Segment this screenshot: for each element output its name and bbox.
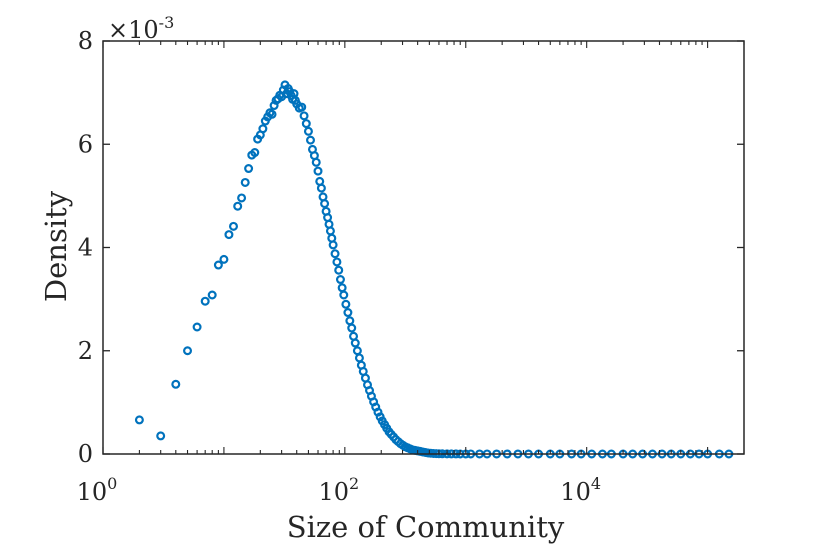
data-point: [306, 135, 316, 145]
data-point: [301, 119, 311, 129]
y-axis-label: Density: [39, 190, 73, 302]
data-point: [339, 290, 349, 300]
x-axis: 100 102 104: [77, 41, 745, 506]
data-point: [341, 299, 351, 309]
data-point: [328, 240, 338, 250]
data-point: [345, 316, 355, 326]
data-point: [240, 177, 250, 187]
data-point: [192, 322, 202, 332]
y-multiplier-exponent: -3: [159, 13, 175, 32]
y-tick-label: 0: [78, 440, 93, 468]
data-point: [352, 346, 362, 356]
data-point: [311, 157, 321, 167]
y-multiplier-base: ×10: [108, 16, 159, 44]
data-point: [171, 379, 181, 389]
data-point: [213, 260, 223, 270]
data-point: [320, 199, 330, 209]
data-point: [347, 323, 357, 333]
data-point: [330, 249, 340, 259]
y-multiplier-label: ×10-3: [108, 13, 174, 44]
data-point: [228, 221, 238, 231]
data-point: [258, 124, 268, 134]
data-point: [343, 308, 353, 318]
data-point: [134, 415, 144, 425]
data-point: [332, 257, 342, 267]
x-tick-label: 100: [77, 474, 118, 506]
y-tick-label: 2: [78, 337, 93, 365]
data-point: [233, 201, 243, 211]
data-point: [200, 296, 210, 306]
data-point: [334, 265, 344, 275]
data-point: [354, 353, 364, 363]
data-point: [285, 87, 295, 97]
data-point: [237, 193, 247, 203]
data-point: [207, 290, 217, 300]
x-tick-label: 102: [318, 474, 359, 506]
data-point: [219, 254, 229, 264]
data-point: [297, 102, 307, 112]
plot-box: [102, 40, 745, 455]
data-point: [335, 275, 345, 285]
data-point: [183, 346, 193, 356]
data-point: [337, 283, 347, 293]
y-axis: 0 2 4 6 8: [78, 27, 744, 468]
y-tick-label: 8: [78, 27, 93, 55]
data-point: [313, 166, 323, 176]
data-point: [303, 126, 313, 136]
data-point: [156, 431, 166, 441]
data-point: [325, 226, 335, 236]
data-point: [316, 183, 326, 193]
data-point: [244, 164, 254, 174]
y-tick-label: 6: [78, 130, 93, 158]
data-points: [134, 80, 734, 459]
data-point: [299, 111, 309, 121]
x-tick-label: 104: [560, 474, 601, 506]
data-point: [250, 148, 260, 158]
data-point: [224, 230, 234, 240]
x-axis-label: Size of Community: [287, 510, 565, 544]
data-point: [350, 338, 360, 348]
data-point: [267, 109, 277, 119]
y-tick-label: 4: [78, 234, 93, 262]
